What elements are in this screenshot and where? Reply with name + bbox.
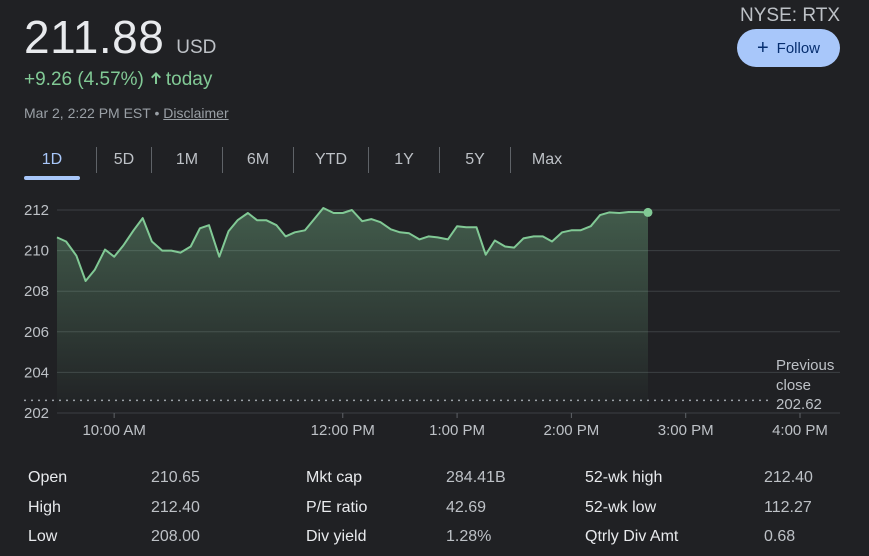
tab-divider xyxy=(222,147,223,173)
tab-divider xyxy=(439,147,440,173)
stat-label: Open xyxy=(28,469,68,486)
x-axis-labels: 10:00 AM 12:00 PM 1:00 PM 2:00 PM 3:00 PM 4:0… xyxy=(82,413,828,439)
price-line xyxy=(56,207,649,282)
follow-button[interactable]: + Follow xyxy=(737,29,840,67)
stat-label: 52-wk high xyxy=(585,469,663,486)
x-tick-label: 4:00 PM xyxy=(772,422,828,439)
x-tick-label: 10:00 AM xyxy=(82,422,145,439)
tab-ytd[interactable]: YTD xyxy=(315,151,347,168)
tab-5y[interactable]: 5Y xyxy=(465,151,485,168)
stat-label: Div yield xyxy=(306,528,367,545)
tab-divider xyxy=(151,147,152,173)
tab-max[interactable]: Max xyxy=(531,151,563,168)
y-tick-label: 212 xyxy=(24,202,49,219)
price-currency: USD xyxy=(176,37,217,58)
y-tick-label: 206 xyxy=(24,324,49,341)
y-tick-label: 208 xyxy=(24,283,49,300)
x-tick-label: 3:00 PM xyxy=(658,422,714,439)
stat-value: 1.28% xyxy=(446,528,492,545)
stat-label: P/E ratio xyxy=(306,499,368,516)
stat-value: 112.27 xyxy=(764,499,812,516)
price-change: +9.26 (4.57%) today xyxy=(24,69,212,91)
current-price: 211.88 USD xyxy=(24,10,216,64)
tab-5d[interactable]: 5D xyxy=(113,151,135,168)
stat-value: 212.40 xyxy=(764,469,813,486)
stats-row: High 212.40 P/E ratio 42.69 52-wk low 11… xyxy=(0,499,869,523)
separator-dot: • xyxy=(154,105,160,121)
tab-divider xyxy=(368,147,369,173)
tab-1y[interactable]: 1Y xyxy=(394,151,414,168)
y-axis-labels: 212 210 208 206 204 202 xyxy=(24,202,49,422)
tab-6m[interactable]: 6M xyxy=(246,151,270,168)
stat-value: 0.68 xyxy=(764,528,796,545)
stats-row: Low 208.00 Div yield 1.28% Qtrly Div Amt… xyxy=(0,528,869,552)
x-tick-label: 1:00 PM xyxy=(429,422,485,439)
change-value: +9.26 (4.57%) xyxy=(24,69,144,90)
stat-label: Qtrly Div Amt xyxy=(585,528,679,545)
ticker-symbol: NYSE: RTX xyxy=(740,5,840,26)
plus-icon: + xyxy=(756,37,769,59)
stat-label: 52-wk low xyxy=(585,499,657,516)
current-price-dot xyxy=(643,207,653,217)
previous-close-label-2: close xyxy=(776,377,811,394)
stat-value: 42.69 xyxy=(446,499,487,516)
arrow-up-icon xyxy=(150,69,162,91)
change-period: today xyxy=(165,69,213,90)
follow-label: Follow xyxy=(776,39,821,57)
price-value: 211.88 xyxy=(24,11,165,63)
stat-label: Mkt cap xyxy=(306,469,363,486)
x-tick-label: 2:00 PM xyxy=(543,422,599,439)
stat-value: 210.65 xyxy=(151,469,200,486)
price-area xyxy=(57,208,648,413)
x-tick-label: 12:00 PM xyxy=(311,422,375,439)
stat-value: 212.40 xyxy=(151,499,200,516)
stat-value: 284.41B xyxy=(446,469,506,486)
disclaimer-link[interactable]: Disclaimer xyxy=(163,105,229,121)
tab-1m[interactable]: 1M xyxy=(175,151,199,168)
price-chart[interactable]: 212 210 208 206 204 202 10:00 AM 12:00 PM 1:00 … xyxy=(0,195,869,445)
stat-label: Low xyxy=(28,528,58,545)
y-tick-label: 204 xyxy=(24,364,49,381)
previous-close-label: Previous xyxy=(776,357,834,374)
stats-row: Open 210.65 Mkt cap 284.41B 52-wk high 2… xyxy=(0,469,869,493)
previous-close-value: 202.62 xyxy=(776,396,822,413)
range-tabs: 1D 5D 1M 6M YTD 1Y 5Y Max xyxy=(24,144,583,180)
tab-divider xyxy=(510,147,511,173)
y-tick-label: 202 xyxy=(24,405,49,422)
timestamp-line: Mar 2, 2:22 PM EST • Disclaimer xyxy=(24,105,229,121)
stat-label: High xyxy=(28,499,61,516)
y-tick-label: 210 xyxy=(24,243,49,260)
timestamp: Mar 2, 2:22 PM EST xyxy=(24,105,151,121)
stat-value: 208.00 xyxy=(151,528,200,545)
tab-divider xyxy=(96,147,97,173)
tab-1d[interactable]: 1D xyxy=(24,144,80,180)
tab-divider xyxy=(293,147,294,173)
